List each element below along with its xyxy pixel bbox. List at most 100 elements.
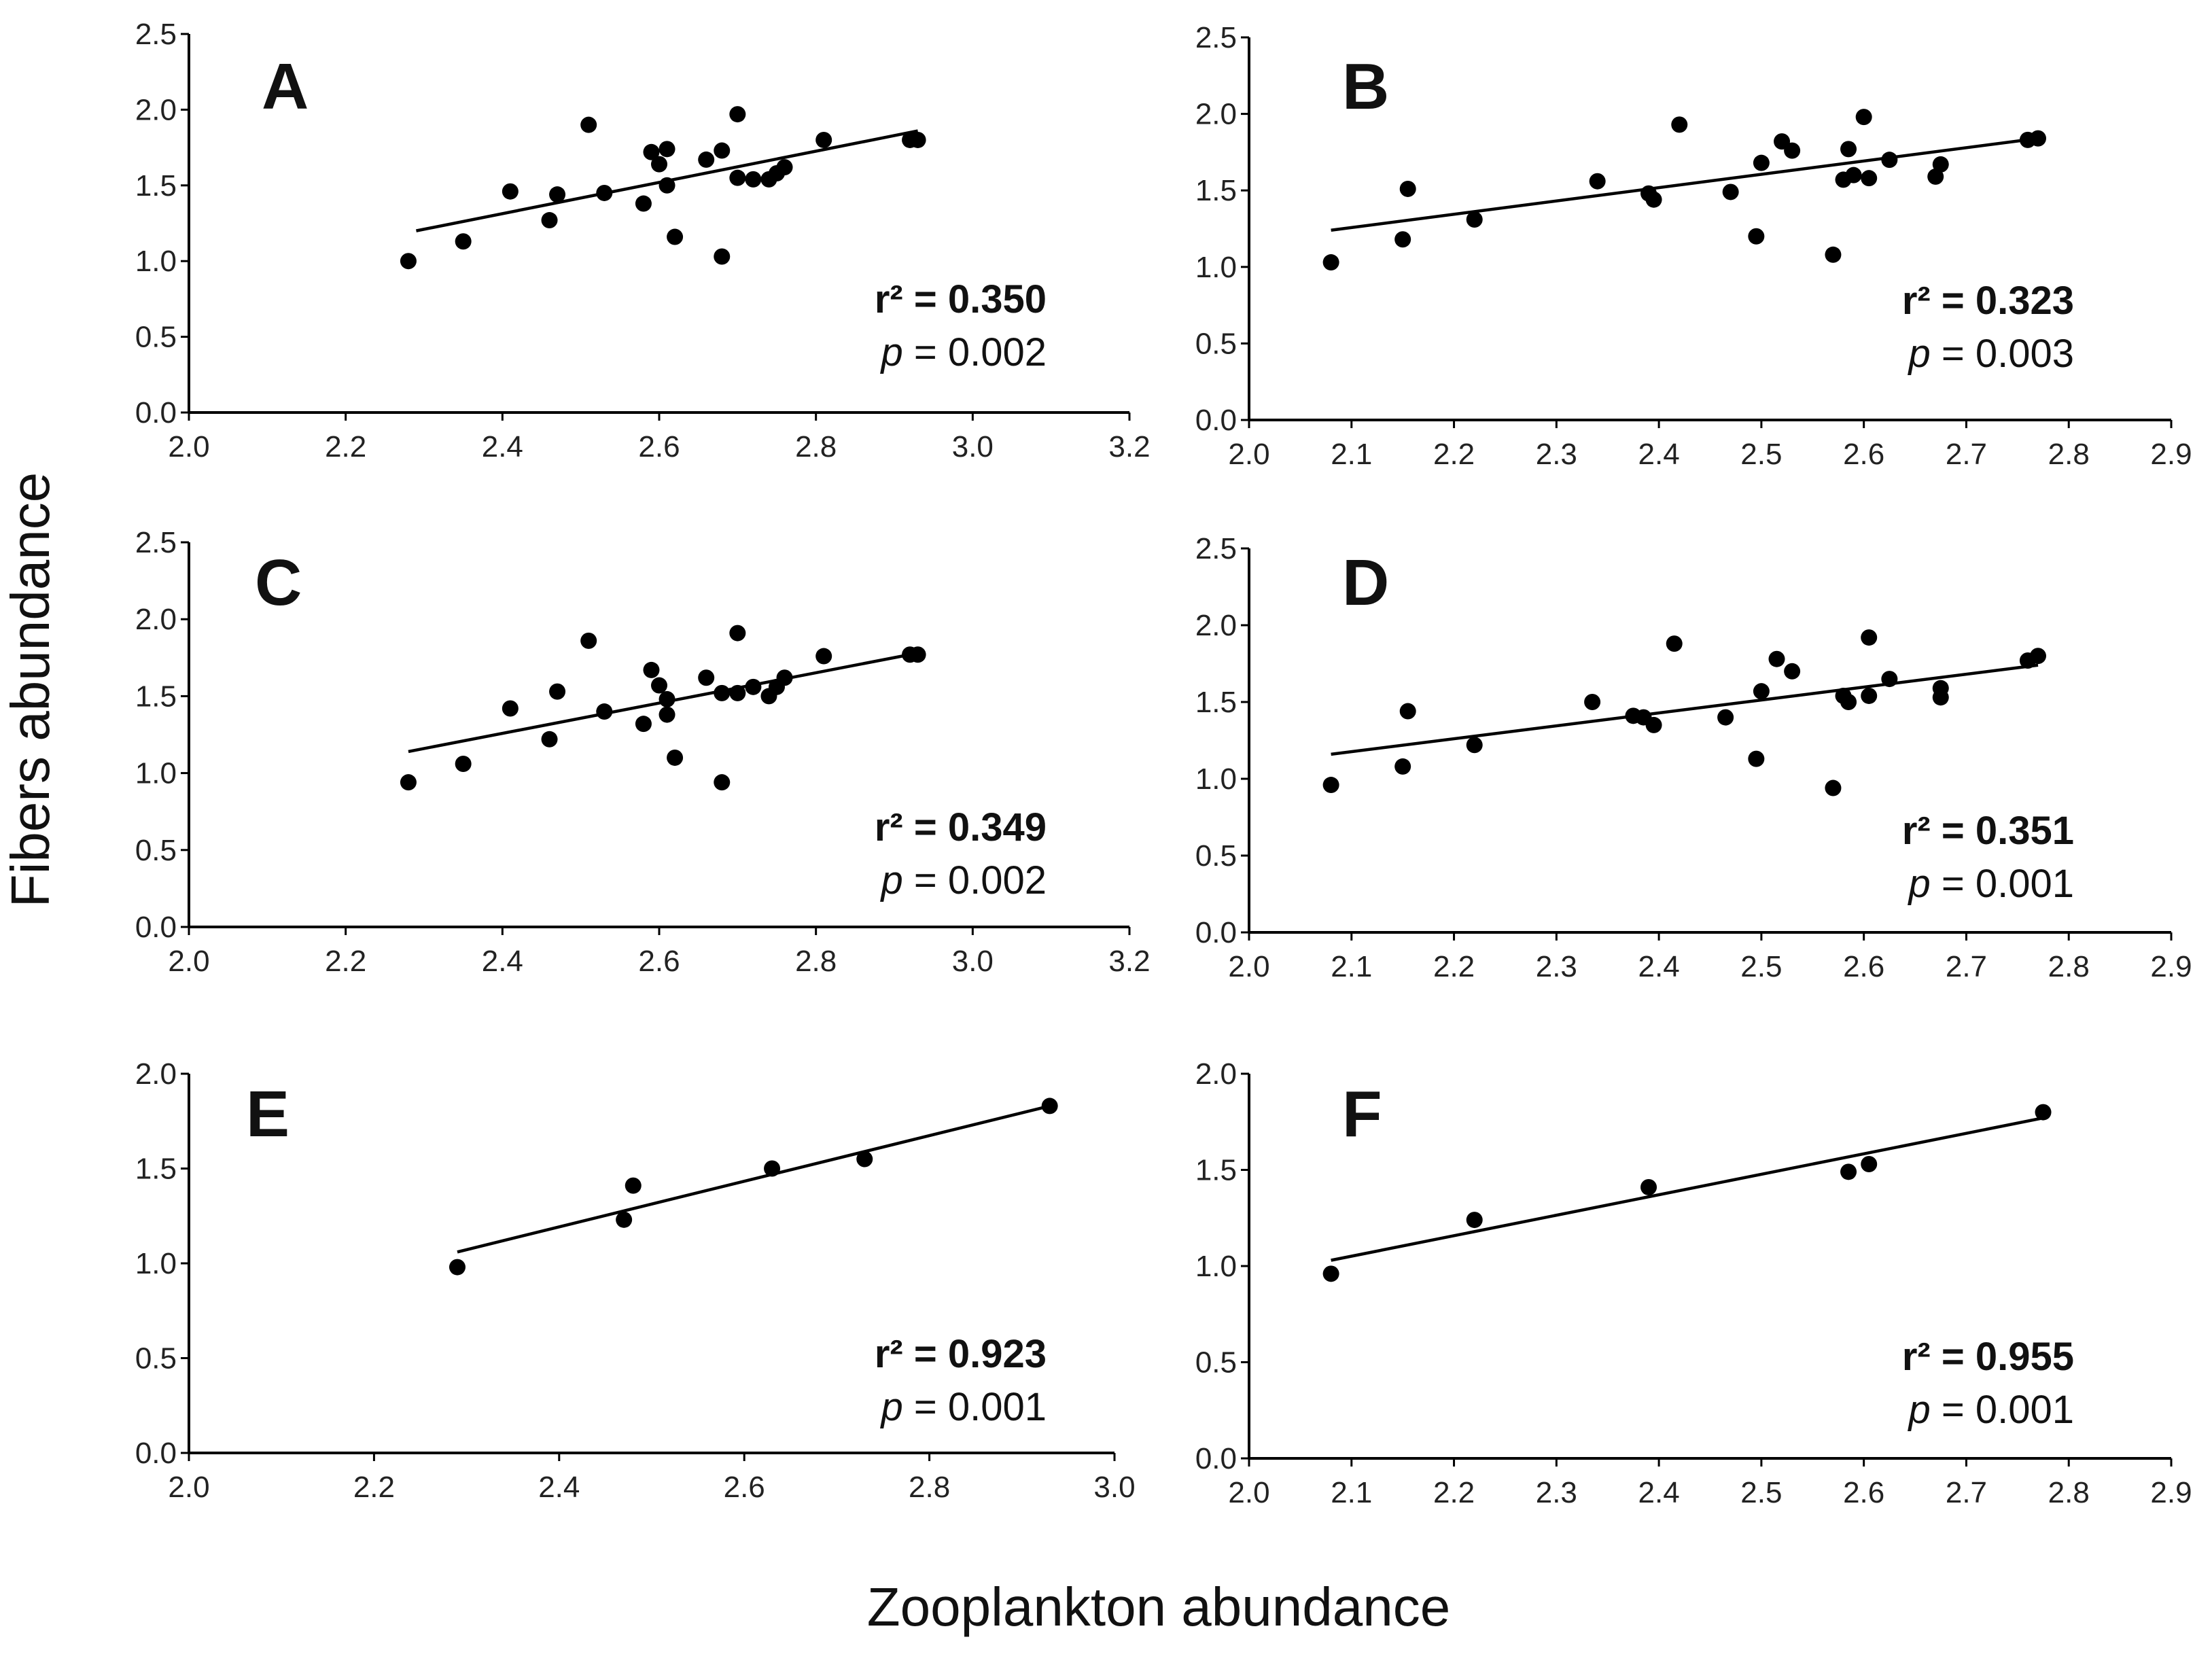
p-value: = 0.002: [903, 858, 1047, 902]
x-tick-label: 2.4: [1638, 438, 1680, 471]
data-point: [455, 756, 472, 773]
x-tick-label: 3.0: [952, 945, 994, 978]
data-point: [651, 156, 667, 173]
x-tick-label: 2.0: [168, 1471, 209, 1504]
data-point: [1753, 683, 1770, 700]
data-point: [1927, 168, 1944, 185]
data-point: [698, 151, 715, 168]
p-value-label: p = 0.002: [879, 330, 1047, 374]
x-tick-label: 2.4: [1638, 1476, 1680, 1509]
data-point: [635, 195, 652, 212]
data-point: [729, 106, 746, 123]
p-symbol: p: [1907, 862, 1930, 906]
x-tick-label: 3.0: [1093, 1471, 1135, 1504]
data-point: [651, 677, 667, 694]
panel-label: B: [1342, 50, 1389, 123]
x-tick-label: 2.8: [795, 430, 837, 463]
p-value: = 0.001: [1931, 862, 2074, 906]
x-tick-label: 3.2: [1108, 945, 1150, 978]
y-tick-label: 2.0: [1195, 98, 1237, 131]
y-tick-label: 1.5: [135, 680, 177, 713]
data-point: [714, 142, 731, 159]
x-tick-label: 2.7: [1946, 438, 1987, 471]
y-tick-label: 2.0: [135, 603, 177, 636]
x-tick-label: 2.1: [1331, 1476, 1372, 1509]
data-point: [1322, 1265, 1339, 1282]
y-tick-label: 1.0: [135, 757, 177, 790]
x-tick-label: 2.5: [1740, 1476, 1782, 1509]
data-point: [580, 632, 597, 649]
x-tick-label: 2.6: [638, 430, 680, 463]
data-point: [643, 143, 660, 160]
x-tick-label: 2.9: [2150, 1476, 2192, 1509]
x-tick-label: 3.2: [1108, 430, 1150, 463]
panel-a: 2.0 2.2 2.4 2.6 2.8 3.0 3.2 0.0 0.5 1.0 1.5 2.0 2.5 A…: [135, 18, 1151, 463]
data-point: [1666, 635, 1683, 652]
y-tick-label: 2.5: [135, 18, 177, 51]
x-tick-label: 2.4: [538, 1471, 580, 1504]
data-point: [1748, 228, 1765, 245]
data-point: [729, 684, 746, 701]
data-point: [1322, 254, 1339, 271]
data-point: [400, 774, 417, 791]
data-point: [1861, 1156, 1878, 1173]
r-squared-label: r² = 0.350: [875, 277, 1047, 321]
data-point: [1645, 716, 1662, 733]
data-point: [1753, 154, 1770, 171]
data-point: [596, 703, 613, 720]
y-tick-label: 0.0: [1195, 916, 1237, 949]
data-point: [764, 1160, 781, 1177]
r-squared-label: r² = 0.349: [875, 805, 1047, 849]
data-point: [1840, 694, 1857, 710]
x-tick-label: 2.2: [325, 430, 366, 463]
data-point: [667, 228, 684, 245]
data-point: [502, 700, 519, 717]
y-tick-label: 0.0: [135, 911, 177, 944]
data-point: [659, 706, 675, 723]
data-point: [1466, 211, 1483, 228]
panel-label: E: [246, 1078, 289, 1151]
p-symbol: p: [879, 858, 902, 902]
p-value-label: p = 0.002: [879, 858, 1047, 902]
data-point: [1932, 689, 1949, 706]
data-point: [1825, 246, 1842, 263]
x-tick-label: 2.3: [1536, 950, 1577, 983]
x-tick-label: 2.3: [1536, 438, 1577, 471]
data-point: [729, 169, 746, 186]
x-tick-label: 2.9: [2150, 438, 2192, 471]
panel-f: 2.0 2.1 2.2 2.3 2.4 2.5 2.6 2.7 2.8 2.9 0.0 0.5 1.0 1…: [1195, 1057, 2192, 1509]
x-tick-label: 2.2: [1433, 1476, 1475, 1509]
data-point: [909, 131, 926, 148]
panel-label: C: [255, 546, 302, 619]
x-tick-label: 2.2: [1433, 950, 1475, 983]
data-point: [1722, 183, 1739, 200]
y-tick-label: 1.0: [1195, 1250, 1237, 1283]
y-tick-label: 0.5: [1195, 1346, 1237, 1380]
data-point: [1861, 170, 1878, 187]
r-squared-label: r² = 0.955: [1902, 1335, 2074, 1379]
data-point: [1717, 709, 1734, 726]
panel-c: 2.0 2.2 2.4 2.6 2.8 3.0 3.2 0.0 0.5 1.0 1.5 2.0 2.5 C…: [135, 526, 1151, 978]
y-tick-label: 0.5: [1195, 839, 1237, 873]
x-tick-label: 2.8: [2048, 1476, 2090, 1509]
y-tick-label: 1.0: [1195, 251, 1237, 284]
x-axis-title: Zooplankton abundance: [867, 1577, 1450, 1637]
x-tick-label: 2.8: [2048, 950, 2090, 983]
data-point: [643, 661, 660, 678]
x-tick-label: 2.2: [325, 945, 366, 978]
data-point: [1784, 663, 1801, 680]
panels-container: 2.0 2.2 2.4 2.6 2.8 3.0 3.2 0.0 0.5 1.0 1.5 2.0 2.5 A…: [135, 18, 2192, 1509]
r-squared-label: r² = 0.351: [1902, 809, 2074, 853]
data-point: [1645, 191, 1662, 208]
data-point: [856, 1151, 873, 1168]
y-axis-title: Fibers abundance: [0, 472, 60, 907]
p-value-label: p = 0.001: [879, 1385, 1047, 1429]
p-symbol: p: [879, 330, 902, 374]
x-tick-label: 2.0: [168, 945, 209, 978]
x-tick-label: 2.3: [1536, 1476, 1577, 1509]
p-symbol: p: [879, 1385, 902, 1429]
x-tick-label: 2.7: [1946, 950, 1987, 983]
data-point: [1466, 737, 1483, 754]
data-point: [449, 1259, 466, 1276]
data-point: [1399, 180, 1416, 197]
